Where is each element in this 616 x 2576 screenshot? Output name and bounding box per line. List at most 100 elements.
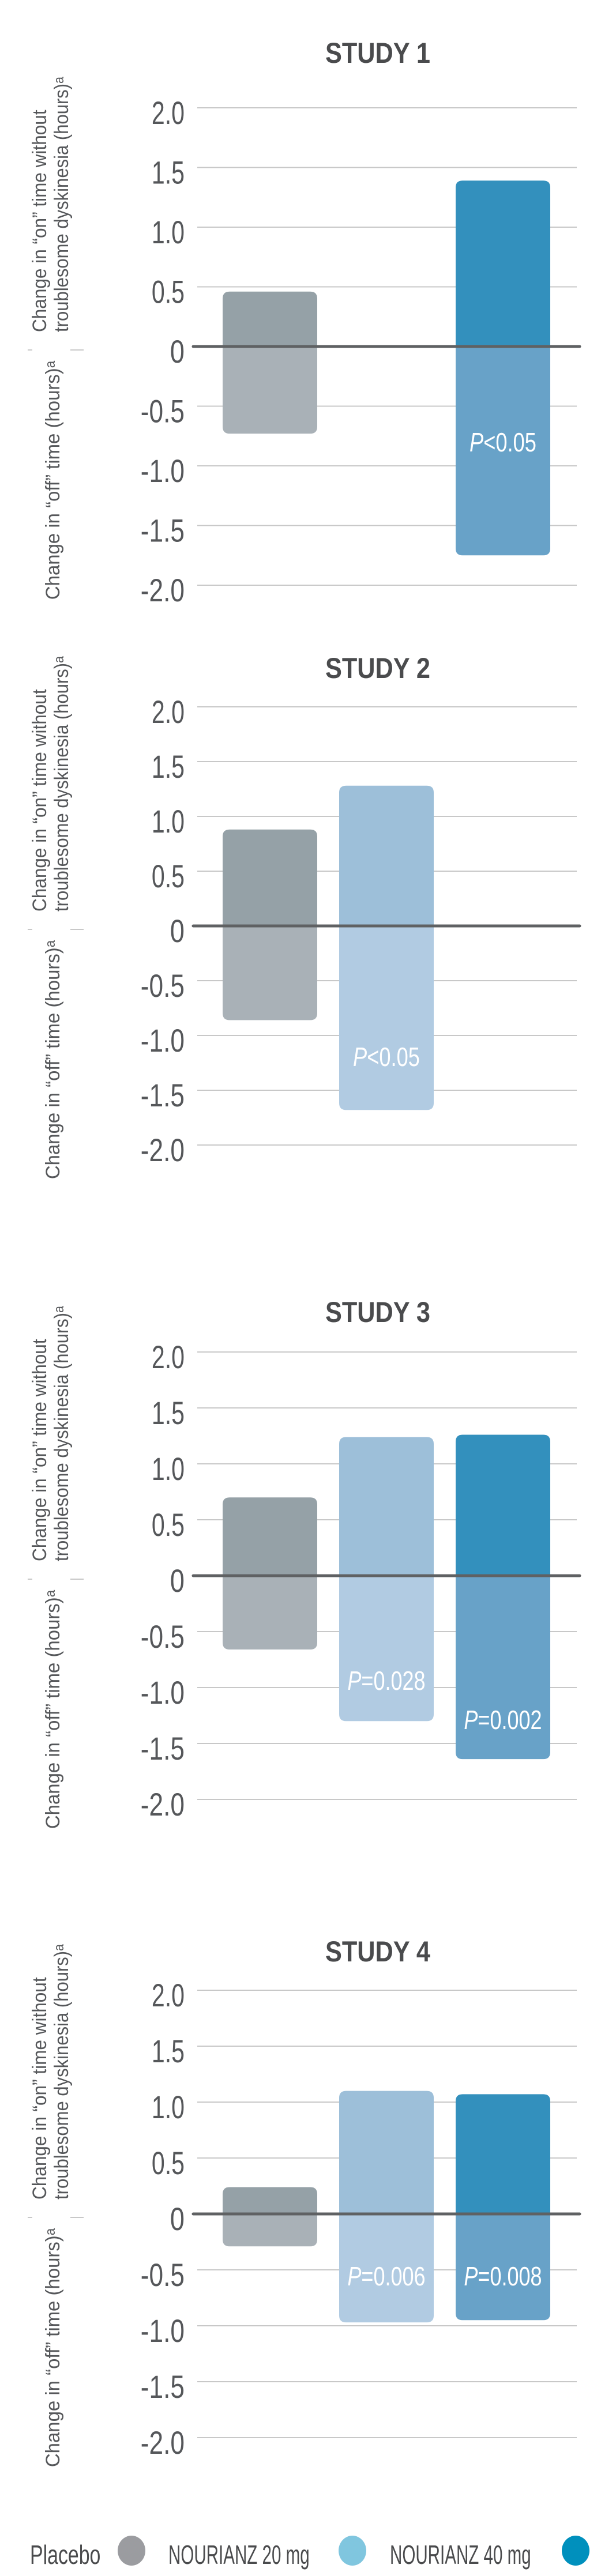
p-symbol: P <box>347 1666 361 1696</box>
y-axis-label-on: Change in “on” time without <box>29 1339 51 1561</box>
y-axis-label-on: troublesome dyskinesia (hours)ᵃ <box>51 77 73 332</box>
y-tick-label: 1.5 <box>152 1395 185 1431</box>
chart-study-4: STUDY 42.01.51.00.50-0.5-1.0-1.5-2.0P=0.… <box>28 1935 581 2467</box>
bar-off-placebo <box>223 1576 317 1650</box>
p-symbol: P <box>464 2261 478 2291</box>
y-tick-label: 0.5 <box>152 274 185 310</box>
chart-study-2: STUDY 2 2.0 1.5 1.0 0.5 0 -0.5 -1.0 -1.5 -2.0 P<0.… <box>28 652 581 1179</box>
bar-on-nourianz-20-mg <box>339 785 434 926</box>
y-axis-label-on: troublesome dyskinesia (hours)ᵃ <box>51 656 73 912</box>
p-symbol: P <box>347 2261 361 2291</box>
y-tick-label: -2.0 <box>141 1786 185 1822</box>
y-tick-label: 0.5 <box>152 1507 185 1543</box>
bar-on-nourianz-40-mg <box>456 1434 550 1576</box>
y-tick-label: 0 <box>170 913 185 949</box>
y-tick-label: -1.5 <box>141 2368 185 2405</box>
y-tick-label: -0.5 <box>141 1618 185 1655</box>
chart-title: STUDY 3 <box>325 1296 430 1328</box>
chart-title: STUDY 4 <box>325 1935 430 1968</box>
y-axis-label-on: Change in “on” time without <box>29 110 51 332</box>
y-tick-label: 1.0 <box>152 803 185 839</box>
bar-on-nourianz-40-mg <box>456 2094 550 2214</box>
y-tick-label: 1.0 <box>152 214 185 250</box>
chart-title: STUDY 2 <box>325 652 430 684</box>
bar-on-placebo <box>223 291 317 347</box>
y-tick-label: 0 <box>170 2201 185 2237</box>
y-tick-label: -1.5 <box>141 513 185 549</box>
y-tick-label: -2.0 <box>141 1132 185 1168</box>
bar-off-placebo <box>223 347 317 434</box>
legend-item: NOURIANZ 40 mg <box>390 2536 589 2570</box>
p-symbol: P <box>469 427 483 457</box>
bar-off-placebo <box>223 2214 317 2247</box>
y-axis-label-on: troublesome dyskinesia (hours)ᵃ <box>51 1944 73 2200</box>
p-value: =0.002 <box>478 1705 542 1735</box>
y-tick-label: 0.5 <box>152 2145 185 2181</box>
y-tick-label: -0.5 <box>141 2257 185 2293</box>
bar-off-nourianz-40-mg <box>456 1576 550 1760</box>
y-tick-label: 2.0 <box>152 1339 185 1375</box>
p-value: =0.006 <box>361 2261 425 2291</box>
y-tick-label: 0.5 <box>152 858 185 894</box>
y-tick-label: -1.0 <box>141 2313 185 2349</box>
bar-off-nourianz-20-mg <box>339 2214 434 2323</box>
bar-off-placebo <box>223 926 317 1020</box>
p-symbol: P <box>464 1705 478 1735</box>
y-tick-label: 2.0 <box>152 95 185 131</box>
p-value: =0.028 <box>361 1666 425 1696</box>
p-value: <0.05 <box>483 427 536 457</box>
bar-off-nourianz-20-mg <box>339 1576 434 1722</box>
bar-on-nourianz-20-mg <box>339 2091 434 2214</box>
y-axis-label-on: Change in “on” time without <box>29 689 51 912</box>
legend-swatch <box>118 2536 145 2566</box>
y-tick-label: -2.0 <box>141 572 185 608</box>
y-tick-label: -1.5 <box>141 1077 185 1113</box>
y-tick-label: -0.5 <box>141 967 185 1004</box>
y-tick-label: 0 <box>170 1562 185 1599</box>
legend-label: NOURIANZ 20 mg <box>168 2540 310 2570</box>
y-axis-label-on: troublesome dyskinesia (hours)ᵃ <box>51 1306 73 1561</box>
p-value: =0.008 <box>478 2261 542 2291</box>
bar-on-nourianz-20-mg <box>339 1437 434 1576</box>
p-value-label: P=0.008 <box>464 2261 542 2291</box>
p-value-label: P<0.05 <box>469 427 536 457</box>
p-value-label: P=0.028 <box>347 1666 425 1696</box>
y-axis-label-off: Change in “off” time (hours)ᵃ <box>42 2228 64 2467</box>
chart-study-1: STUDY 1 2.0 1.5 1.0 0.5 0 -0.5 -1.0 -1.5 -2.0 P<0.… <box>28 37 581 608</box>
bar-off-nourianz-40-mg <box>456 347 550 556</box>
y-axis-label-off: Change in “off” time (hours)ᵃ <box>42 361 64 600</box>
p-value: <0.05 <box>367 1042 420 1072</box>
y-axis-label-on: Change in “on” time without <box>29 1977 51 2200</box>
bar-on-placebo <box>223 829 317 926</box>
p-value-label: P=0.002 <box>464 1705 542 1735</box>
bar-on-placebo <box>223 1497 317 1576</box>
legend-swatch <box>562 2536 589 2566</box>
y-tick-label: 1.0 <box>152 2089 185 2125</box>
p-symbol: P <box>353 1042 367 1072</box>
y-tick-label: 2.0 <box>152 694 185 730</box>
p-value-label: P=0.006 <box>347 2261 425 2291</box>
legend-item: NOURIANZ 20 mg <box>168 2536 366 2570</box>
y-axis-label-off: Change in “off” time (hours)ᵃ <box>42 1590 64 1829</box>
y-tick-label: -1.0 <box>141 1674 185 1711</box>
y-tick-label: -1.5 <box>141 1730 185 1767</box>
y-tick-label: -2.0 <box>141 2424 185 2461</box>
legend-label: Placebo <box>30 2540 100 2570</box>
legend-swatch <box>339 2536 366 2566</box>
y-tick-label: 2.0 <box>152 1977 185 2013</box>
y-tick-label: -1.0 <box>141 1022 185 1059</box>
y-tick-label: 0 <box>170 333 185 370</box>
bar-off-nourianz-40-mg <box>456 2214 550 2321</box>
y-tick-label: -0.5 <box>141 393 185 430</box>
p-value-label: P<0.05 <box>353 1042 420 1072</box>
chart-title: STUDY 1 <box>325 37 430 69</box>
y-axis-label-off: Change in “off” time (hours)ᵃ <box>42 940 64 1179</box>
legend-item: Placebo <box>30 2536 145 2570</box>
y-tick-label: 1.0 <box>152 1451 185 1487</box>
bar-on-nourianz-40-mg <box>456 180 550 347</box>
y-tick-label: 1.5 <box>152 2033 185 2069</box>
chart-study-3: STUDY 32.01.51.00.50-0.5-1.0-1.5-2.0P=0.… <box>28 1296 581 1829</box>
y-tick-label: 1.5 <box>152 748 185 785</box>
y-tick-label: 1.5 <box>152 155 185 191</box>
